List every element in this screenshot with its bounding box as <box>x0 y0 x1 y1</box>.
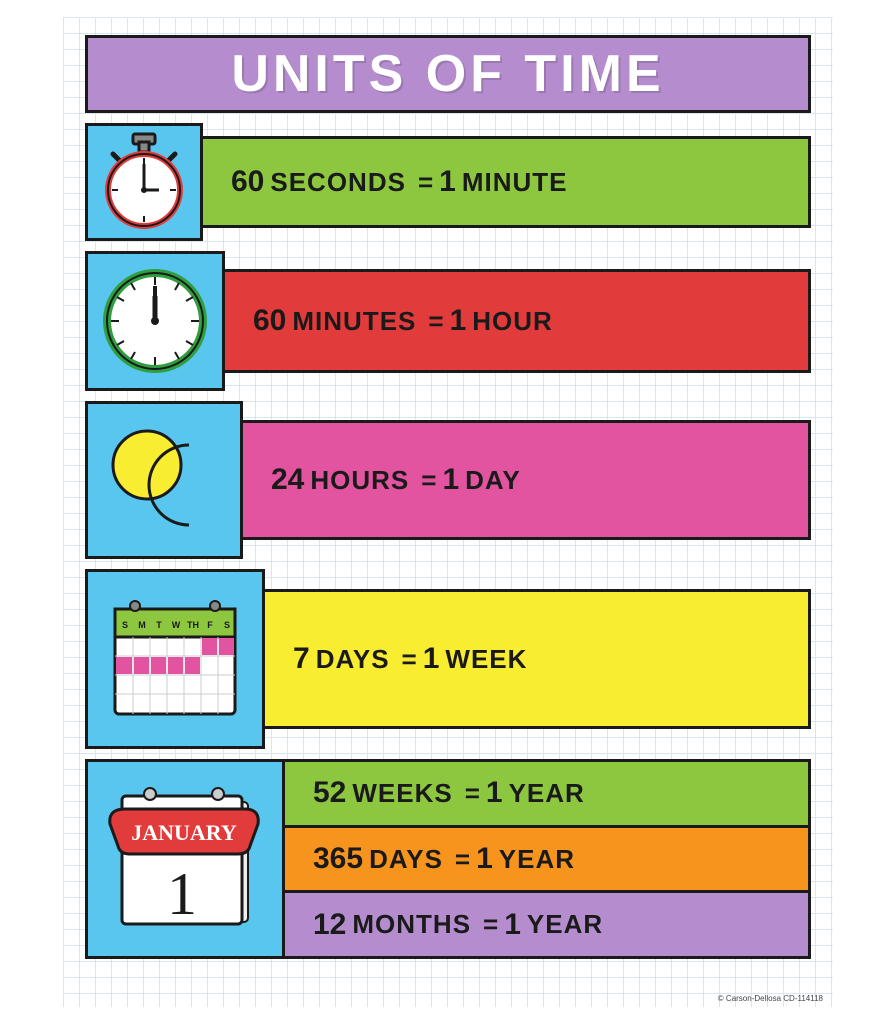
svg-text:M: M <box>138 620 146 630</box>
unit-right: HOUR <box>472 306 553 337</box>
fact-year-stack: 52 WEEKS = 1 YEAR 365 DAYS = 1 YEAR 12 M… <box>282 759 811 959</box>
credit-text: © Carson-Dellosa CD-114118 <box>718 994 823 1003</box>
week-calendar-icon: SMT WTHFS <box>100 584 250 734</box>
unit-left: MINUTES <box>292 306 416 337</box>
clock-icon <box>100 266 210 376</box>
equals: = <box>465 778 480 809</box>
value-right: 1 <box>486 776 503 810</box>
fact-days-week: 7 DAYS = 1 WEEK <box>262 589 811 729</box>
equals: = <box>402 644 417 675</box>
row-days-week: SMT WTHFS 7 DAYS = 1 <box>85 569 811 749</box>
icon-box-clock <box>85 251 225 391</box>
svg-text:T: T <box>156 620 162 630</box>
unit-left: WEEKS <box>352 778 452 809</box>
value-left: 12 <box>313 908 346 942</box>
value-right: 1 <box>423 642 440 676</box>
fact-seconds-minute: 60 SECONDS = 1 MINUTE <box>200 136 811 228</box>
value-left: 24 <box>271 463 304 497</box>
equals: = <box>483 909 498 940</box>
svg-text:TH: TH <box>187 620 199 630</box>
icon-box-stopwatch <box>85 123 203 241</box>
value-right: 1 <box>439 165 456 199</box>
unit-left: HOURS <box>310 465 409 496</box>
equals: = <box>418 167 433 198</box>
poster: UNITS OF TIME 60 SECONDS <box>63 17 833 1007</box>
title-text: UNITS OF TIME <box>231 44 664 104</box>
value-right: 1 <box>442 463 459 497</box>
unit-right: MINUTE <box>462 167 568 198</box>
fact-minutes-hour: 60 MINUTES = 1 HOUR <box>222 269 811 373</box>
fact-weeks-year: 52 WEEKS = 1 YEAR <box>285 762 808 825</box>
equals: = <box>428 306 443 337</box>
svg-text:F: F <box>207 620 213 630</box>
unit-left: MONTHS <box>352 909 471 940</box>
value-right: 1 <box>476 842 493 876</box>
stopwatch-icon <box>99 132 189 232</box>
icon-box-year-calendar: JANUARY 1 <box>85 759 285 959</box>
svg-text:S: S <box>122 620 128 630</box>
month-label: JANUARY <box>131 820 237 845</box>
fact-days-year: 365 DAYS = 1 YEAR <box>285 825 808 891</box>
value-left: 60 <box>253 304 286 338</box>
equals: = <box>421 465 436 496</box>
row-seconds-minute: 60 SECONDS = 1 MINUTE <box>85 123 811 241</box>
row-minutes-hour: 60 MINUTES = 1 HOUR <box>85 251 811 391</box>
value-left: 7 <box>293 642 310 676</box>
unit-left: DAYS <box>316 644 390 675</box>
row-year: JANUARY 1 52 WEEKS = 1 YEAR 365 DAYS = 1… <box>85 759 811 959</box>
equals: = <box>455 844 470 875</box>
value-left: 52 <box>313 776 346 810</box>
year-calendar-icon: JANUARY 1 <box>100 774 270 944</box>
row-hours-day: 24 HOURS = 1 DAY <box>85 401 811 559</box>
unit-right: YEAR <box>499 844 575 875</box>
value-right: 1 <box>504 908 521 942</box>
svg-text:W: W <box>172 620 181 630</box>
unit-right: YEAR <box>509 778 585 809</box>
fact-hours-day: 24 HOURS = 1 DAY <box>240 420 811 540</box>
value-left: 60 <box>231 165 264 199</box>
unit-right: WEEK <box>445 644 527 675</box>
day-label: 1 <box>167 861 197 927</box>
unit-left: DAYS <box>369 844 443 875</box>
unit-right: DAY <box>465 465 521 496</box>
sun-moon-icon <box>99 415 229 545</box>
title-bar: UNITS OF TIME <box>85 35 811 113</box>
unit-right: YEAR <box>527 909 603 940</box>
value-left: 365 <box>313 842 363 876</box>
fact-months-year: 12 MONTHS = 1 YEAR <box>285 890 808 956</box>
unit-left: SECONDS <box>270 167 406 198</box>
icon-box-sun-moon <box>85 401 243 559</box>
svg-text:S: S <box>224 620 230 630</box>
icon-box-week-calendar: SMT WTHFS <box>85 569 265 749</box>
value-right: 1 <box>450 304 467 338</box>
